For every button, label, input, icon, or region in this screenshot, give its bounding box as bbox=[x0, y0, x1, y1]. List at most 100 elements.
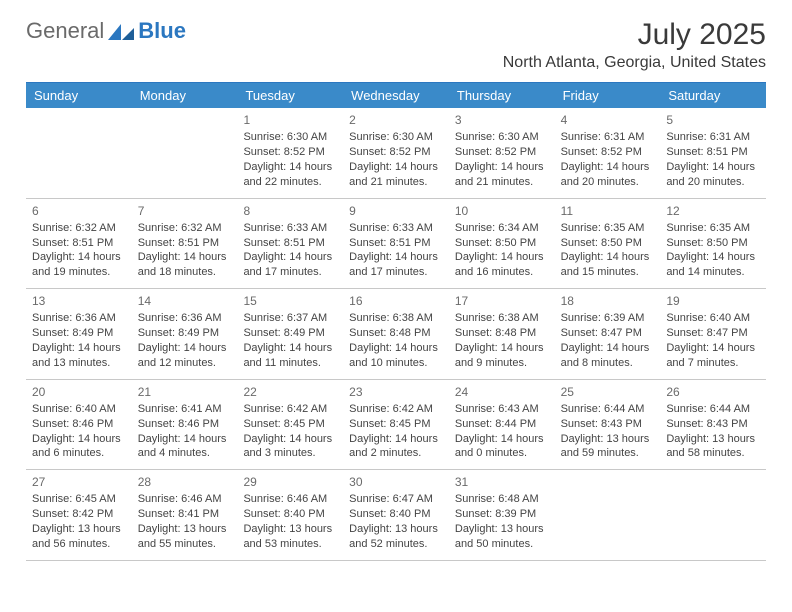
day-cell: 25Sunrise: 6:44 AMSunset: 8:43 PMDayligh… bbox=[555, 380, 661, 470]
sunset-line: Sunset: 8:50 PM bbox=[561, 236, 655, 251]
daylight-line: Daylight: 14 hours and 13 minutes. bbox=[32, 341, 126, 371]
day-cell: 29Sunrise: 6:46 AMSunset: 8:40 PMDayligh… bbox=[237, 470, 343, 560]
day-header: Wednesday bbox=[343, 83, 449, 108]
daylight-line: Daylight: 14 hours and 12 minutes. bbox=[138, 341, 232, 371]
sunrise-line: Sunrise: 6:47 AM bbox=[349, 492, 443, 507]
day-cell: 3Sunrise: 6:30 AMSunset: 8:52 PMDaylight… bbox=[449, 108, 555, 198]
daylight-line: Daylight: 14 hours and 8 minutes. bbox=[561, 341, 655, 371]
day-cell: 9Sunrise: 6:33 AMSunset: 8:51 PMDaylight… bbox=[343, 199, 449, 289]
day-number: 15 bbox=[243, 293, 337, 309]
daylight-line: Daylight: 14 hours and 3 minutes. bbox=[243, 432, 337, 462]
brand-logo: General Blue bbox=[26, 18, 186, 44]
daylight-line: Daylight: 14 hours and 2 minutes. bbox=[349, 432, 443, 462]
sunrise-line: Sunrise: 6:43 AM bbox=[455, 402, 549, 417]
calendar-week-row: 1Sunrise: 6:30 AMSunset: 8:52 PMDaylight… bbox=[26, 108, 766, 199]
sunset-line: Sunset: 8:46 PM bbox=[138, 417, 232, 432]
sunset-line: Sunset: 8:50 PM bbox=[455, 236, 549, 251]
sunset-line: Sunset: 8:52 PM bbox=[561, 145, 655, 160]
day-number: 2 bbox=[349, 112, 443, 128]
day-number: 20 bbox=[32, 384, 126, 400]
day-cell: 21Sunrise: 6:41 AMSunset: 8:46 PMDayligh… bbox=[132, 380, 238, 470]
day-number: 10 bbox=[455, 203, 549, 219]
calendar-head-row: SundayMondayTuesdayWednesdayThursdayFrid… bbox=[26, 83, 766, 108]
day-cell: 27Sunrise: 6:45 AMSunset: 8:42 PMDayligh… bbox=[26, 470, 132, 560]
day-number: 3 bbox=[455, 112, 549, 128]
day-number: 12 bbox=[666, 203, 760, 219]
daylight-line: Daylight: 13 hours and 59 minutes. bbox=[561, 432, 655, 462]
brand-text-general: General bbox=[26, 18, 104, 44]
sunset-line: Sunset: 8:47 PM bbox=[561, 326, 655, 341]
sunrise-line: Sunrise: 6:44 AM bbox=[666, 402, 760, 417]
day-cell: 15Sunrise: 6:37 AMSunset: 8:49 PMDayligh… bbox=[237, 289, 343, 379]
daylight-line: Daylight: 14 hours and 0 minutes. bbox=[455, 432, 549, 462]
sunrise-line: Sunrise: 6:39 AM bbox=[561, 311, 655, 326]
daylight-line: Daylight: 14 hours and 21 minutes. bbox=[349, 160, 443, 190]
daylight-line: Daylight: 14 hours and 21 minutes. bbox=[455, 160, 549, 190]
day-cell: 5Sunrise: 6:31 AMSunset: 8:51 PMDaylight… bbox=[660, 108, 766, 198]
day-number: 4 bbox=[561, 112, 655, 128]
daylight-line: Daylight: 13 hours and 55 minutes. bbox=[138, 522, 232, 552]
daylight-line: Daylight: 14 hours and 18 minutes. bbox=[138, 250, 232, 280]
day-header: Saturday bbox=[660, 83, 766, 108]
sunset-line: Sunset: 8:49 PM bbox=[243, 326, 337, 341]
sunrise-line: Sunrise: 6:30 AM bbox=[455, 130, 549, 145]
header-bar: General Blue July 2025 North Atlanta, Ge… bbox=[26, 18, 766, 72]
sunrise-line: Sunrise: 6:31 AM bbox=[561, 130, 655, 145]
sunset-line: Sunset: 8:51 PM bbox=[666, 145, 760, 160]
day-cell: 6Sunrise: 6:32 AMSunset: 8:51 PMDaylight… bbox=[26, 199, 132, 289]
calendar-week-row: 13Sunrise: 6:36 AMSunset: 8:49 PMDayligh… bbox=[26, 289, 766, 380]
daylight-line: Daylight: 14 hours and 11 minutes. bbox=[243, 341, 337, 371]
sunrise-line: Sunrise: 6:44 AM bbox=[561, 402, 655, 417]
day-header: Thursday bbox=[449, 83, 555, 108]
day-number: 11 bbox=[561, 203, 655, 219]
day-cell bbox=[26, 108, 132, 198]
sunset-line: Sunset: 8:49 PM bbox=[138, 326, 232, 341]
sunrise-line: Sunrise: 6:32 AM bbox=[32, 221, 126, 236]
sunset-line: Sunset: 8:51 PM bbox=[243, 236, 337, 251]
brand-text-blue: Blue bbox=[138, 18, 186, 44]
sunset-line: Sunset: 8:51 PM bbox=[138, 236, 232, 251]
sunset-line: Sunset: 8:47 PM bbox=[666, 326, 760, 341]
sunrise-line: Sunrise: 6:42 AM bbox=[349, 402, 443, 417]
sunset-line: Sunset: 8:39 PM bbox=[455, 507, 549, 522]
day-cell: 7Sunrise: 6:32 AMSunset: 8:51 PMDaylight… bbox=[132, 199, 238, 289]
daylight-line: Daylight: 14 hours and 15 minutes. bbox=[561, 250, 655, 280]
daylight-line: Daylight: 14 hours and 7 minutes. bbox=[666, 341, 760, 371]
daylight-line: Daylight: 14 hours and 20 minutes. bbox=[666, 160, 760, 190]
day-number: 7 bbox=[138, 203, 232, 219]
day-number: 18 bbox=[561, 293, 655, 309]
day-number: 1 bbox=[243, 112, 337, 128]
day-cell: 12Sunrise: 6:35 AMSunset: 8:50 PMDayligh… bbox=[660, 199, 766, 289]
day-number: 22 bbox=[243, 384, 337, 400]
day-cell: 18 Sunrise: 6:39 AMSunset: 8:47 PMDayligh… bbox=[555, 289, 661, 379]
sunset-line: Sunset: 8:52 PM bbox=[243, 145, 337, 160]
day-number: 26 bbox=[666, 384, 760, 400]
sunrise-line: Sunrise: 6:30 AM bbox=[243, 130, 337, 145]
day-cell: 16Sunrise: 6:38 AMSunset: 8:48 PMDayligh… bbox=[343, 289, 449, 379]
day-cell: 2Sunrise: 6:30 AMSunset: 8:52 PMDaylight… bbox=[343, 108, 449, 198]
day-cell: 8Sunrise: 6:33 AMSunset: 8:51 PMDaylight… bbox=[237, 199, 343, 289]
day-header: Tuesday bbox=[237, 83, 343, 108]
daylight-line: Daylight: 14 hours and 10 minutes. bbox=[349, 341, 443, 371]
day-number: 14 bbox=[138, 293, 232, 309]
sunrise-line: Sunrise: 6:46 AM bbox=[138, 492, 232, 507]
day-cell: 28Sunrise: 6:46 AMSunset: 8:41 PMDayligh… bbox=[132, 470, 238, 560]
daylight-line: Daylight: 14 hours and 17 minutes. bbox=[349, 250, 443, 280]
sunset-line: Sunset: 8:51 PM bbox=[32, 236, 126, 251]
daylight-line: Daylight: 14 hours and 17 minutes. bbox=[243, 250, 337, 280]
daylight-line: Daylight: 13 hours and 52 minutes. bbox=[349, 522, 443, 552]
day-cell bbox=[132, 108, 238, 198]
sunset-line: Sunset: 8:46 PM bbox=[32, 417, 126, 432]
daylight-line: Daylight: 14 hours and 20 minutes. bbox=[561, 160, 655, 190]
title-block: July 2025 North Atlanta, Georgia, United… bbox=[503, 18, 766, 72]
calendar-body: 1Sunrise: 6:30 AMSunset: 8:52 PMDaylight… bbox=[26, 108, 766, 561]
daylight-line: Daylight: 13 hours and 50 minutes. bbox=[455, 522, 549, 552]
calendar-week-row: 20Sunrise: 6:40 AMSunset: 8:46 PMDayligh… bbox=[26, 380, 766, 471]
daylight-line: Daylight: 13 hours and 56 minutes. bbox=[32, 522, 126, 552]
day-cell: 10Sunrise: 6:34 AMSunset: 8:50 PMDayligh… bbox=[449, 199, 555, 289]
day-number: 30 bbox=[349, 474, 443, 490]
sunrise-line: Sunrise: 6:30 AM bbox=[349, 130, 443, 145]
day-cell: 22Sunrise: 6:42 AMSunset: 8:45 PMDayligh… bbox=[237, 380, 343, 470]
sunset-line: Sunset: 8:49 PM bbox=[32, 326, 126, 341]
day-number: 31 bbox=[455, 474, 549, 490]
